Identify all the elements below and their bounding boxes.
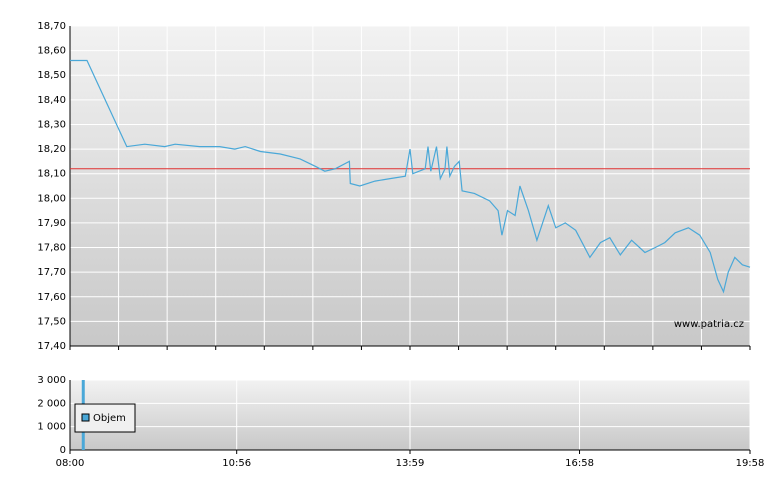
y-tick-label: 18,50 — [37, 70, 66, 81]
y-tick-label: 3 000 — [37, 375, 66, 386]
y-tick-label: 2 000 — [37, 398, 66, 409]
legend-label: Objem — [93, 413, 126, 424]
y-tick-label: 17,70 — [37, 267, 66, 278]
x-tick-label: 10:56 — [222, 458, 251, 469]
y-tick-label: 1 000 — [37, 422, 66, 433]
y-tick-label: 18,30 — [37, 119, 66, 130]
x-tick-label: 13:59 — [396, 458, 425, 469]
y-tick-label: 17,60 — [37, 292, 66, 303]
legend-swatch — [81, 413, 90, 422]
y-tick-label: 17,50 — [37, 316, 66, 327]
x-tick-label: 16:58 — [565, 458, 594, 469]
y-tick-label: 17,80 — [37, 243, 66, 254]
y-tick-label: 18,70 — [37, 21, 66, 32]
y-tick-label: 0 — [60, 445, 66, 456]
watermark: www.patria.cz — [674, 319, 744, 330]
y-tick-label: 17,90 — [37, 218, 66, 229]
y-tick-label: 18,40 — [37, 95, 66, 106]
y-tick-label: 18,00 — [37, 193, 66, 204]
x-tick-label: 19:58 — [736, 458, 765, 469]
y-tick-label: 18,20 — [37, 144, 66, 155]
y-tick-label: 18,60 — [37, 46, 66, 57]
y-tick-label: 17,40 — [37, 341, 66, 352]
price-line — [70, 59, 751, 294]
x-tick-label: 08:00 — [56, 458, 85, 469]
y-tick-label: 18,10 — [37, 169, 66, 180]
